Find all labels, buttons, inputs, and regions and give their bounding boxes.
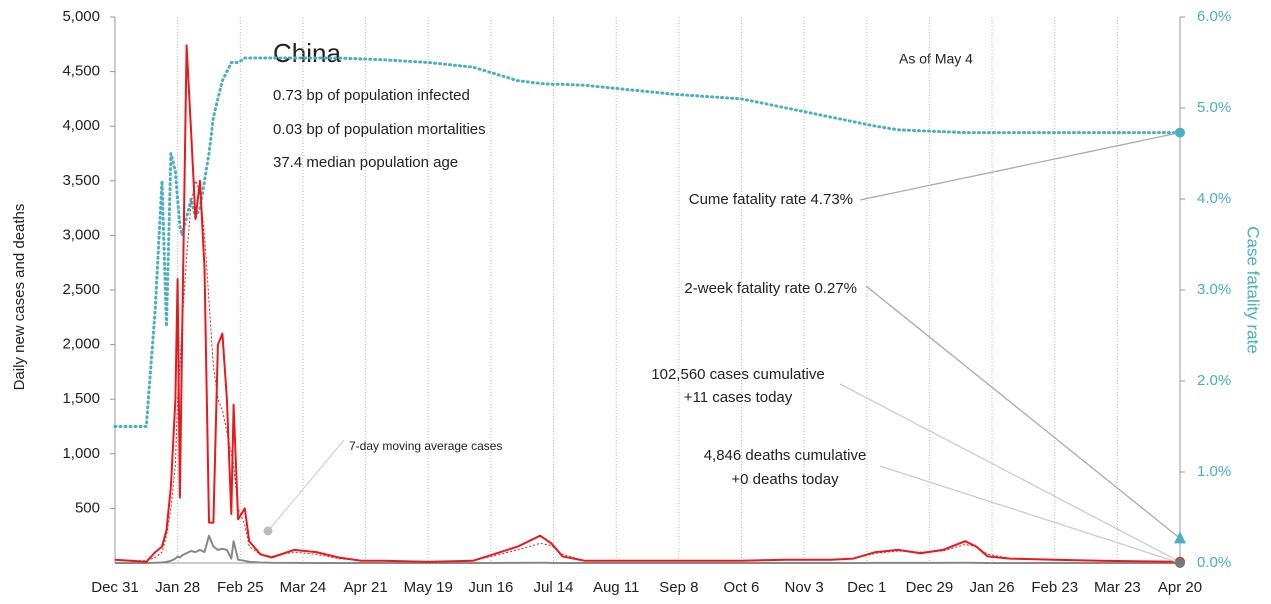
- callout-marker: [1175, 127, 1185, 138]
- callout-marker: [1174, 531, 1186, 544]
- callout-text: 102,560 cases cumulative: [651, 366, 824, 383]
- x-tick-label: Sep 8: [659, 579, 698, 596]
- y2-tick-label: 4.0%: [1197, 190, 1231, 207]
- leader-line: [865, 285, 1181, 539]
- y-tick-label: 3,000: [62, 226, 100, 243]
- series-line: [114, 44, 1181, 563]
- x-tick-label: Apr 21: [343, 579, 387, 596]
- x-tick-label: Aug 11: [593, 579, 639, 596]
- y2-tick-label: 1.0%: [1197, 463, 1231, 480]
- callout-text: 4,846 deaths cumulative: [704, 447, 867, 464]
- x-tick-label: Oct 6: [724, 579, 760, 596]
- note: 37.4 median population age: [273, 154, 458, 171]
- series-line: [114, 180, 1181, 563]
- callout-marker: [1175, 558, 1185, 568]
- y2-tick-label: 2.0%: [1197, 372, 1231, 389]
- callout-text: Cume fatality rate 4.73%: [689, 191, 853, 208]
- note: 0.73 bp of population infected: [273, 87, 470, 104]
- series-line: [113, 56, 1182, 428]
- y2-axis-label: Case fatality rate: [1244, 226, 1263, 354]
- y-tick-label: 1,500: [62, 390, 100, 407]
- y-tick-label: 2,500: [62, 281, 100, 298]
- x-tick-label: Jan 26: [970, 579, 1015, 596]
- x-tick-label: Jun 16: [468, 579, 513, 596]
- x-tick-label: Apr 20: [1158, 579, 1202, 596]
- chart-title: China: [273, 38, 341, 68]
- y2-tick-label: 5.0%: [1197, 99, 1231, 116]
- x-tick-label: Mar 24: [280, 579, 327, 596]
- y-tick-label: 5,000: [62, 8, 100, 25]
- y2-tick-label: 0.0%: [1197, 554, 1231, 571]
- x-tick-label: Feb 23: [1031, 579, 1078, 596]
- x-tick-label: Mar 23: [1094, 579, 1141, 596]
- y-tick-label: 500: [75, 499, 100, 516]
- series-label: 7-day moving average cases: [349, 439, 502, 453]
- x-tick-label: Dec 29: [906, 579, 954, 596]
- leader-line: [859, 131, 1181, 201]
- callout-text: 2-week fatality rate 0.27%: [684, 280, 857, 297]
- y-tick-label: 3,500: [62, 172, 100, 189]
- y-tick-label: 2,000: [62, 336, 100, 353]
- y-tick-label: 4,500: [62, 63, 100, 80]
- x-tick-label: Nov 3: [785, 579, 824, 596]
- leader-line: [879, 465, 1181, 564]
- x-tick-label: Jan 28: [155, 579, 200, 596]
- callout-text: +11 cases today: [684, 389, 793, 406]
- y-tick-label: 1,000: [62, 445, 100, 462]
- annotation: As of May 4: [899, 51, 973, 67]
- leader-line: [839, 383, 1181, 563]
- x-tick-label: May 19: [404, 579, 453, 596]
- leader-line: [267, 439, 345, 532]
- y2-tick-label: 6.0%: [1197, 8, 1231, 25]
- y-axis-label: Daily new cases and deaths: [11, 204, 28, 391]
- leader-dot: [263, 526, 273, 536]
- x-tick-label: Dec 31: [91, 579, 139, 596]
- x-tick-label: Feb 25: [217, 579, 264, 596]
- y2-tick-label: 3.0%: [1197, 281, 1231, 298]
- callout-text: +0 deaths today: [731, 471, 839, 488]
- y-tick-label: 4,000: [62, 117, 100, 134]
- x-tick-label: Dec 1: [847, 579, 886, 596]
- series-line: [115, 534, 1180, 564]
- note: 0.03 bp of population mortalities: [273, 121, 486, 138]
- x-tick-label: Jul 14: [534, 579, 574, 596]
